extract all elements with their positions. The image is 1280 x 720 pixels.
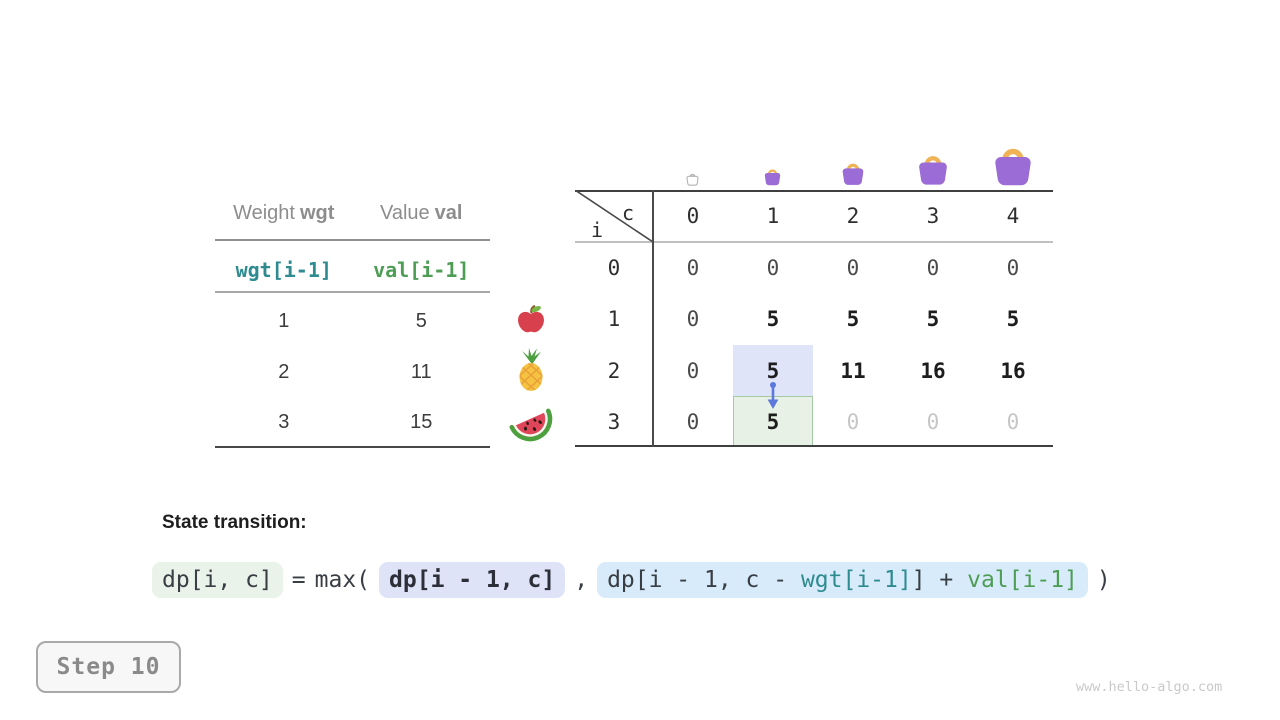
dp-cell-2-2: 11 [840,358,866,383]
col-header-3: 3 [926,204,940,228]
dp-cell-3-3: 0 [926,409,940,434]
col-header-2: 2 [846,204,860,228]
item-row-1: 1 5 [215,305,490,337]
corner-col-var: c [622,201,635,225]
col-header-4: 4 [1006,204,1020,228]
formula-option2-part-dark2: ] + [911,567,968,593]
dp-cell-1-2: 5 [846,306,860,331]
item-1-value: 5 [415,309,427,332]
dp-cell-0-1: 0 [766,255,780,280]
dp-cell-2-4: 16 [1000,358,1026,383]
item-3-value: 15 [410,410,433,433]
formula-lhs-box: dp[i, c] [152,562,283,598]
items-table: Weight wgt Value val wgt[i-1] val[i-1] 1… [215,197,490,449]
dp-cell-3-4: 0 [1006,409,1020,434]
items-table-header-row: Weight wgt Value val [215,197,490,229]
state-transition-heading: State transition: [162,512,307,533]
corner-diagonal-line [575,190,653,242]
bag-size-2-icon [842,163,864,185]
dp-table-vertical-divider [652,190,654,447]
formula-max-open: max( [314,567,371,593]
apple-icon [518,305,544,333]
corner-row-var: i [591,218,604,242]
bag-empty-icon [686,173,699,186]
formula-close-paren: ) [1096,567,1111,593]
col-header-1: 1 [766,204,780,228]
formula-option2-part-val: val[i-1] [967,567,1078,593]
value-header-code: val [434,201,463,224]
dp-table-top-border [575,190,1053,192]
col-header-0: 0 [686,204,700,228]
bag-size-4-icon [995,148,1031,186]
dp-cell-0-4: 0 [1006,255,1020,280]
dp-table-bottom-border [575,445,1053,447]
pineapple-icon [519,348,543,391]
dp-cell-2-3: 16 [920,358,946,383]
weight-header-label: Weight [233,201,295,224]
item-row-3: 3 15 [215,406,490,438]
val-code-cell: val[i-1] [373,258,470,282]
items-table-divider-mid [215,291,490,293]
dp-cell-1-1: 5 [766,306,780,331]
weight-header-code: wgt [299,201,335,224]
watermark: www.hello-algo.com [1076,679,1223,695]
dp-cell-3-0: 0 [686,409,700,434]
items-table-divider-top [215,239,490,241]
dp-cell-0-0: 0 [686,255,700,280]
formula-option2-part-wgt: wgt[i-1] [800,567,912,593]
formula-option2-part-dark1: dp[i - 1, c - [607,567,801,593]
dp-table: c i 0 1 2 3 4 0 1 2 3 0 0 0 0 0 0 5 5 5 … [575,140,1053,448]
step-indicator: Step 10 [36,641,181,693]
bag-size-1-icon [764,169,781,186]
dp-cell-1-0: 0 [686,306,700,331]
item-1-weight: 1 [278,309,290,332]
row-header-2: 2 [607,358,621,383]
dp-cell-0-2: 0 [846,255,860,280]
items-table-divider-bottom [215,446,490,448]
row-header-0: 0 [607,255,621,280]
dp-cell-3-1: 5 [766,409,780,434]
items-table-code-row: wgt[i-1] val[i-1] [215,254,490,286]
dp-cell-1-4: 5 [1006,306,1020,331]
value-header-label: Value [380,201,430,224]
item-row-2: 2 11 [215,356,490,388]
formula-comma: , [574,567,589,593]
weight-column-header: Weight wgt [215,197,353,229]
row-header-3: 3 [607,409,621,434]
dp-cell-2-1: 5 [766,358,780,383]
formula-option2-box: dp[i - 1, c - wgt[i-1]] + val[i-1] [597,562,1088,598]
value-column-header: Value val [353,197,491,229]
item-3-weight: 3 [278,410,290,433]
dp-table-header-divider [575,241,1053,243]
state-transition-formula: dp[i, c] = max( dp[i - 1, c] , dp[i - 1,… [152,559,1111,601]
bag-size-3-icon [919,156,947,185]
dp-cell-0-3: 0 [926,255,940,280]
formula-option1-box: dp[i - 1, c] [379,562,566,598]
step-indicator-label: Step 10 [56,654,161,680]
row-header-1: 1 [607,306,621,331]
wgt-code-cell: wgt[i-1] [235,258,332,282]
item-2-weight: 2 [278,360,290,383]
dp-cell-1-3: 5 [926,306,940,331]
dp-cell-2-0: 0 [686,358,700,383]
formula-equals: = [291,567,306,593]
item-2-value: 11 [410,360,432,383]
watermelon-icon [509,408,553,442]
transition-arrow-icon [767,382,779,409]
dp-cell-3-2: 0 [846,409,860,434]
